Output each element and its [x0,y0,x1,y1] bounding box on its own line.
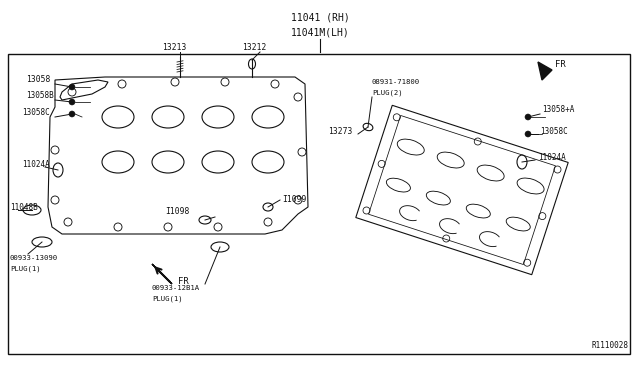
Text: 13213: 13213 [162,43,186,52]
Text: 00933-12B1A: 00933-12B1A [152,285,200,291]
Text: 13058B: 13058B [26,91,54,100]
Text: 13212: 13212 [242,43,266,52]
Text: 11041 (RH): 11041 (RH) [291,12,349,22]
Text: 00933-13090: 00933-13090 [10,255,58,261]
Text: 13273: 13273 [328,127,353,136]
Text: FR: FR [555,60,566,68]
Text: 11048B: 11048B [10,203,38,212]
Text: FR: FR [178,278,189,286]
Text: 13058+A: 13058+A [542,105,574,114]
Circle shape [525,114,531,120]
Text: I1099: I1099 [282,195,307,204]
Text: I1098: I1098 [165,207,189,216]
Polygon shape [152,264,172,284]
Text: 11041M(LH): 11041M(LH) [291,27,349,37]
Polygon shape [538,62,552,80]
Circle shape [69,99,75,105]
Circle shape [69,84,75,90]
Text: PLUG(1): PLUG(1) [152,295,182,301]
Text: 11024A: 11024A [538,153,566,162]
Text: R1110028: R1110028 [591,341,628,350]
Text: 13058C: 13058C [540,127,568,136]
Circle shape [525,131,531,137]
Circle shape [69,111,75,117]
Text: 13058: 13058 [26,75,51,84]
Text: PLUG(2): PLUG(2) [372,89,403,96]
Text: 13058C: 13058C [22,108,50,117]
Text: 11024A: 11024A [22,160,50,169]
Text: 08931-71800: 08931-71800 [372,79,420,85]
Text: PLUG(1): PLUG(1) [10,265,40,272]
